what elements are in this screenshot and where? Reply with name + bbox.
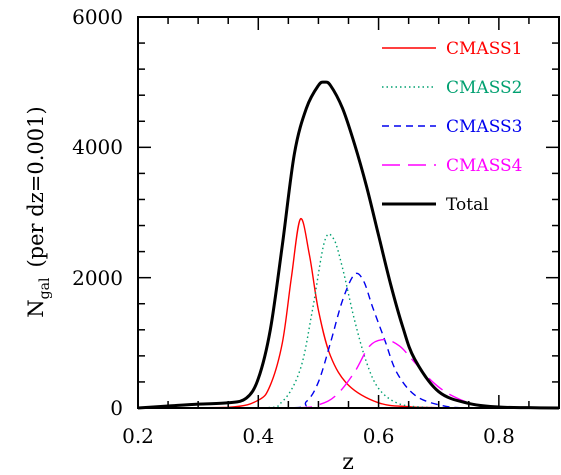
- y-axis-title: Ngal (per dz=0.001): [24, 106, 53, 317]
- y-tick-label: 6000: [72, 5, 123, 29]
- x-tick-label: 0.6: [363, 424, 395, 448]
- legend-entry-cmass1: CMASS1: [382, 39, 523, 59]
- legend-label-cmass3: CMASS3: [446, 117, 523, 137]
- x-tick-labels: 0.2 0.4 0.6 0.8: [122, 424, 515, 448]
- y-axis-title-main: N: [24, 299, 48, 317]
- x-tick-label: 0.8: [483, 424, 515, 448]
- y-tick-label: 4000: [72, 135, 123, 159]
- legend-entry-cmass3: CMASS3: [382, 117, 523, 137]
- svg-text:Ngal(per dz=0.001): Ngal (per dz=0.001): [24, 106, 53, 317]
- legend-label-total: Total: [446, 195, 489, 215]
- legend-entry-total: Total: [382, 195, 489, 215]
- legend-label-cmass4: CMASS4: [446, 156, 523, 176]
- series-line-cmass4: [138, 338, 560, 409]
- x-tick-label: 0.2: [122, 424, 154, 448]
- y-tick-label: 0: [110, 396, 123, 420]
- legend-entry-cmass4: CMASS4: [382, 156, 523, 176]
- series-line-total: [137, 80, 560, 410]
- y-axis-title-subscript: gal: [37, 277, 53, 299]
- x-axis-title: z: [342, 450, 354, 475]
- legend-label-cmass1: CMASS1: [446, 39, 523, 59]
- y-axis-title-suffix: (per dz=0.001): [24, 106, 48, 267]
- plot-area: [137, 16, 560, 410]
- ticks-layer: [137, 16, 560, 409]
- y-tick-labels: 0 2000 4000 6000: [72, 5, 123, 420]
- axes-frame: [137, 16, 560, 409]
- series-line-cmass3: [138, 272, 559, 409]
- x-tick-label: 0.4: [242, 424, 274, 448]
- legend-entry-cmass2: CMASS2: [382, 78, 523, 98]
- legend: CMASS1 CMASS2 CMASS3 CMASS4 Total: [382, 39, 523, 215]
- legend-label-cmass2: CMASS2: [446, 78, 523, 98]
- series-line-cmass2: [138, 233, 559, 409]
- y-tick-label: 2000: [72, 266, 123, 290]
